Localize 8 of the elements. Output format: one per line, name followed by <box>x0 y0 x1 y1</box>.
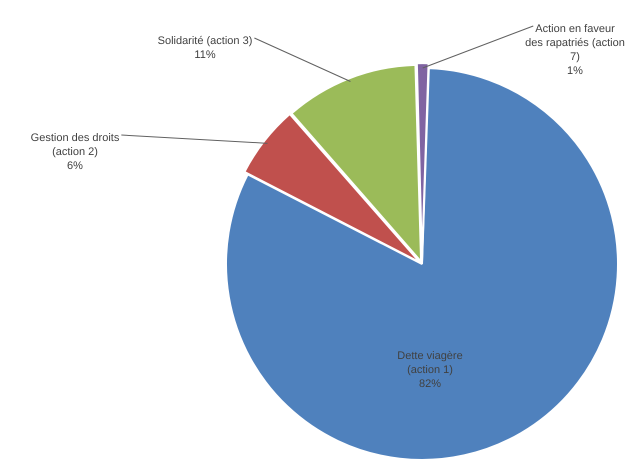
data-label: 6% <box>67 160 84 172</box>
data-label: 82% <box>418 378 442 390</box>
slice-label: Dette viagère (action 1) <box>397 350 463 376</box>
data-label: 1% <box>567 65 584 78</box>
slice-label: Solidarité (action 3) <box>158 35 252 48</box>
data-label: 11% <box>194 49 216 62</box>
slice-label: Gestion des droits (action 2) <box>30 132 120 158</box>
slice-label: Action en faveur des rapatriés (action 7) <box>525 23 625 64</box>
